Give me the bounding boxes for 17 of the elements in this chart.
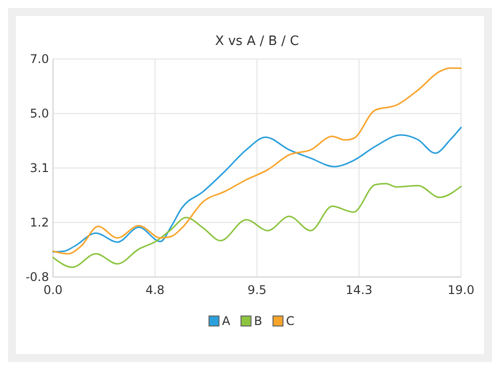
line-series	[52, 182, 462, 268]
x-tick-label: 9.5	[247, 283, 267, 297]
x-tick-label: 0.0	[43, 283, 63, 297]
line-series	[52, 126, 462, 253]
legend-label: B	[254, 314, 262, 328]
line-series	[52, 67, 462, 255]
x-tick-label: 19.0	[448, 283, 474, 297]
y-tick-label: 7.0	[30, 52, 49, 66]
y-tick-label: 5.0	[30, 106, 49, 120]
legend-label: A	[222, 314, 231, 328]
x-tick-label: 4.8	[145, 283, 165, 297]
y-tick-label: -0.8	[26, 270, 49, 284]
y-tick-label: 1.2	[30, 216, 49, 230]
y-tick-label: 3.1	[30, 161, 49, 175]
x-tick-label: 14.3	[346, 283, 372, 297]
legend-label: C	[286, 314, 294, 328]
chart-title: X vs A / B / C	[215, 34, 299, 49]
